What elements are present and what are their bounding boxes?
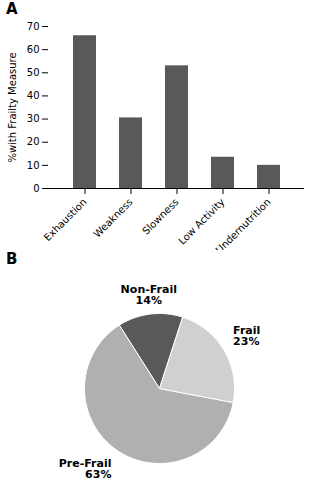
svg-text:60: 60 [27, 44, 40, 55]
svg-text:Pre-Frail63%: Pre-Frail63% [59, 457, 112, 481]
svg-text:Weakness: Weakness [91, 196, 134, 239]
svg-text:Slowness: Slowness [140, 196, 181, 237]
svg-text:Low Activity: Low Activity [176, 196, 226, 246]
html-text:A: A [6, 0, 18, 18]
svg-text:Non-Frail14%: Non-Frail14% [121, 283, 177, 307]
html-text:B: B [6, 250, 18, 268]
svg-text:0: 0 [33, 183, 39, 194]
svg-text:10: 10 [27, 160, 40, 171]
svg-text:%with Frailty Measure: %with Frailty Measure [7, 52, 18, 162]
svg-text:Frail23%: Frail23% [233, 324, 260, 348]
svg-text:30: 30 [27, 113, 40, 124]
svg-text:70: 70 [27, 21, 40, 32]
svg-text:40: 40 [27, 90, 40, 101]
svg-text:Exhaustion: Exhaustion [42, 196, 89, 243]
svg-text:50: 50 [27, 67, 40, 78]
svg-text:Undernutrition: Undernutrition [213, 196, 272, 250]
svg-text:20: 20 [27, 136, 40, 147]
